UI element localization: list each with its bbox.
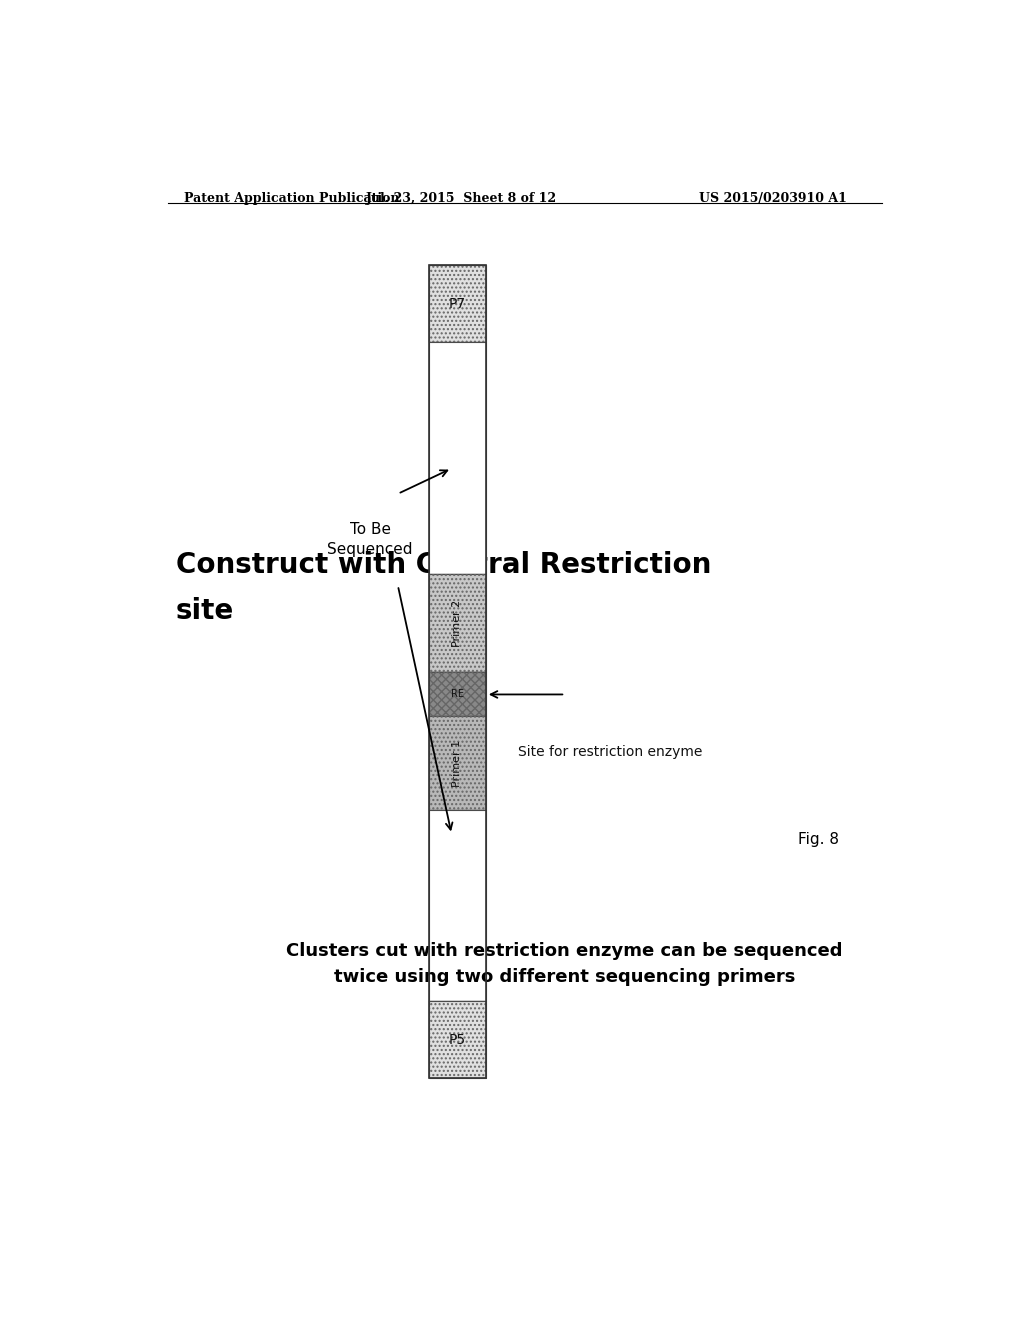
Bar xyxy=(429,265,486,342)
Bar xyxy=(429,574,486,672)
Text: US 2015/0203910 A1: US 2015/0203910 A1 xyxy=(699,191,847,205)
Bar xyxy=(429,672,486,717)
Bar xyxy=(429,342,486,574)
Bar xyxy=(429,265,486,1078)
Text: P5: P5 xyxy=(449,1032,466,1047)
Text: To Be
Sequenced: To Be Sequenced xyxy=(328,523,413,557)
Bar xyxy=(429,717,486,810)
Text: Primer 2: Primer 2 xyxy=(453,599,463,647)
Text: Clusters cut with restriction enzyme can be sequenced: Clusters cut with restriction enzyme can… xyxy=(287,942,843,960)
Text: RE: RE xyxy=(451,689,464,700)
Bar xyxy=(429,1001,486,1078)
Text: site: site xyxy=(176,597,233,624)
Text: Jul. 23, 2015  Sheet 8 of 12: Jul. 23, 2015 Sheet 8 of 12 xyxy=(366,191,557,205)
Text: P7: P7 xyxy=(449,297,466,310)
Bar xyxy=(429,717,486,810)
Bar xyxy=(429,810,486,1001)
Text: Fig. 8: Fig. 8 xyxy=(798,832,839,847)
Bar xyxy=(429,265,486,342)
Text: Primer 1: Primer 1 xyxy=(453,739,463,787)
Text: Site for restriction enzyme: Site for restriction enzyme xyxy=(518,746,702,759)
Bar xyxy=(429,574,486,672)
Bar xyxy=(429,672,486,717)
Text: Construct with Central Restriction: Construct with Central Restriction xyxy=(176,550,711,579)
Text: Patent Application Publication: Patent Application Publication xyxy=(183,191,399,205)
Bar xyxy=(429,1001,486,1078)
Text: twice using two different sequencing primers: twice using two different sequencing pri… xyxy=(334,968,796,986)
